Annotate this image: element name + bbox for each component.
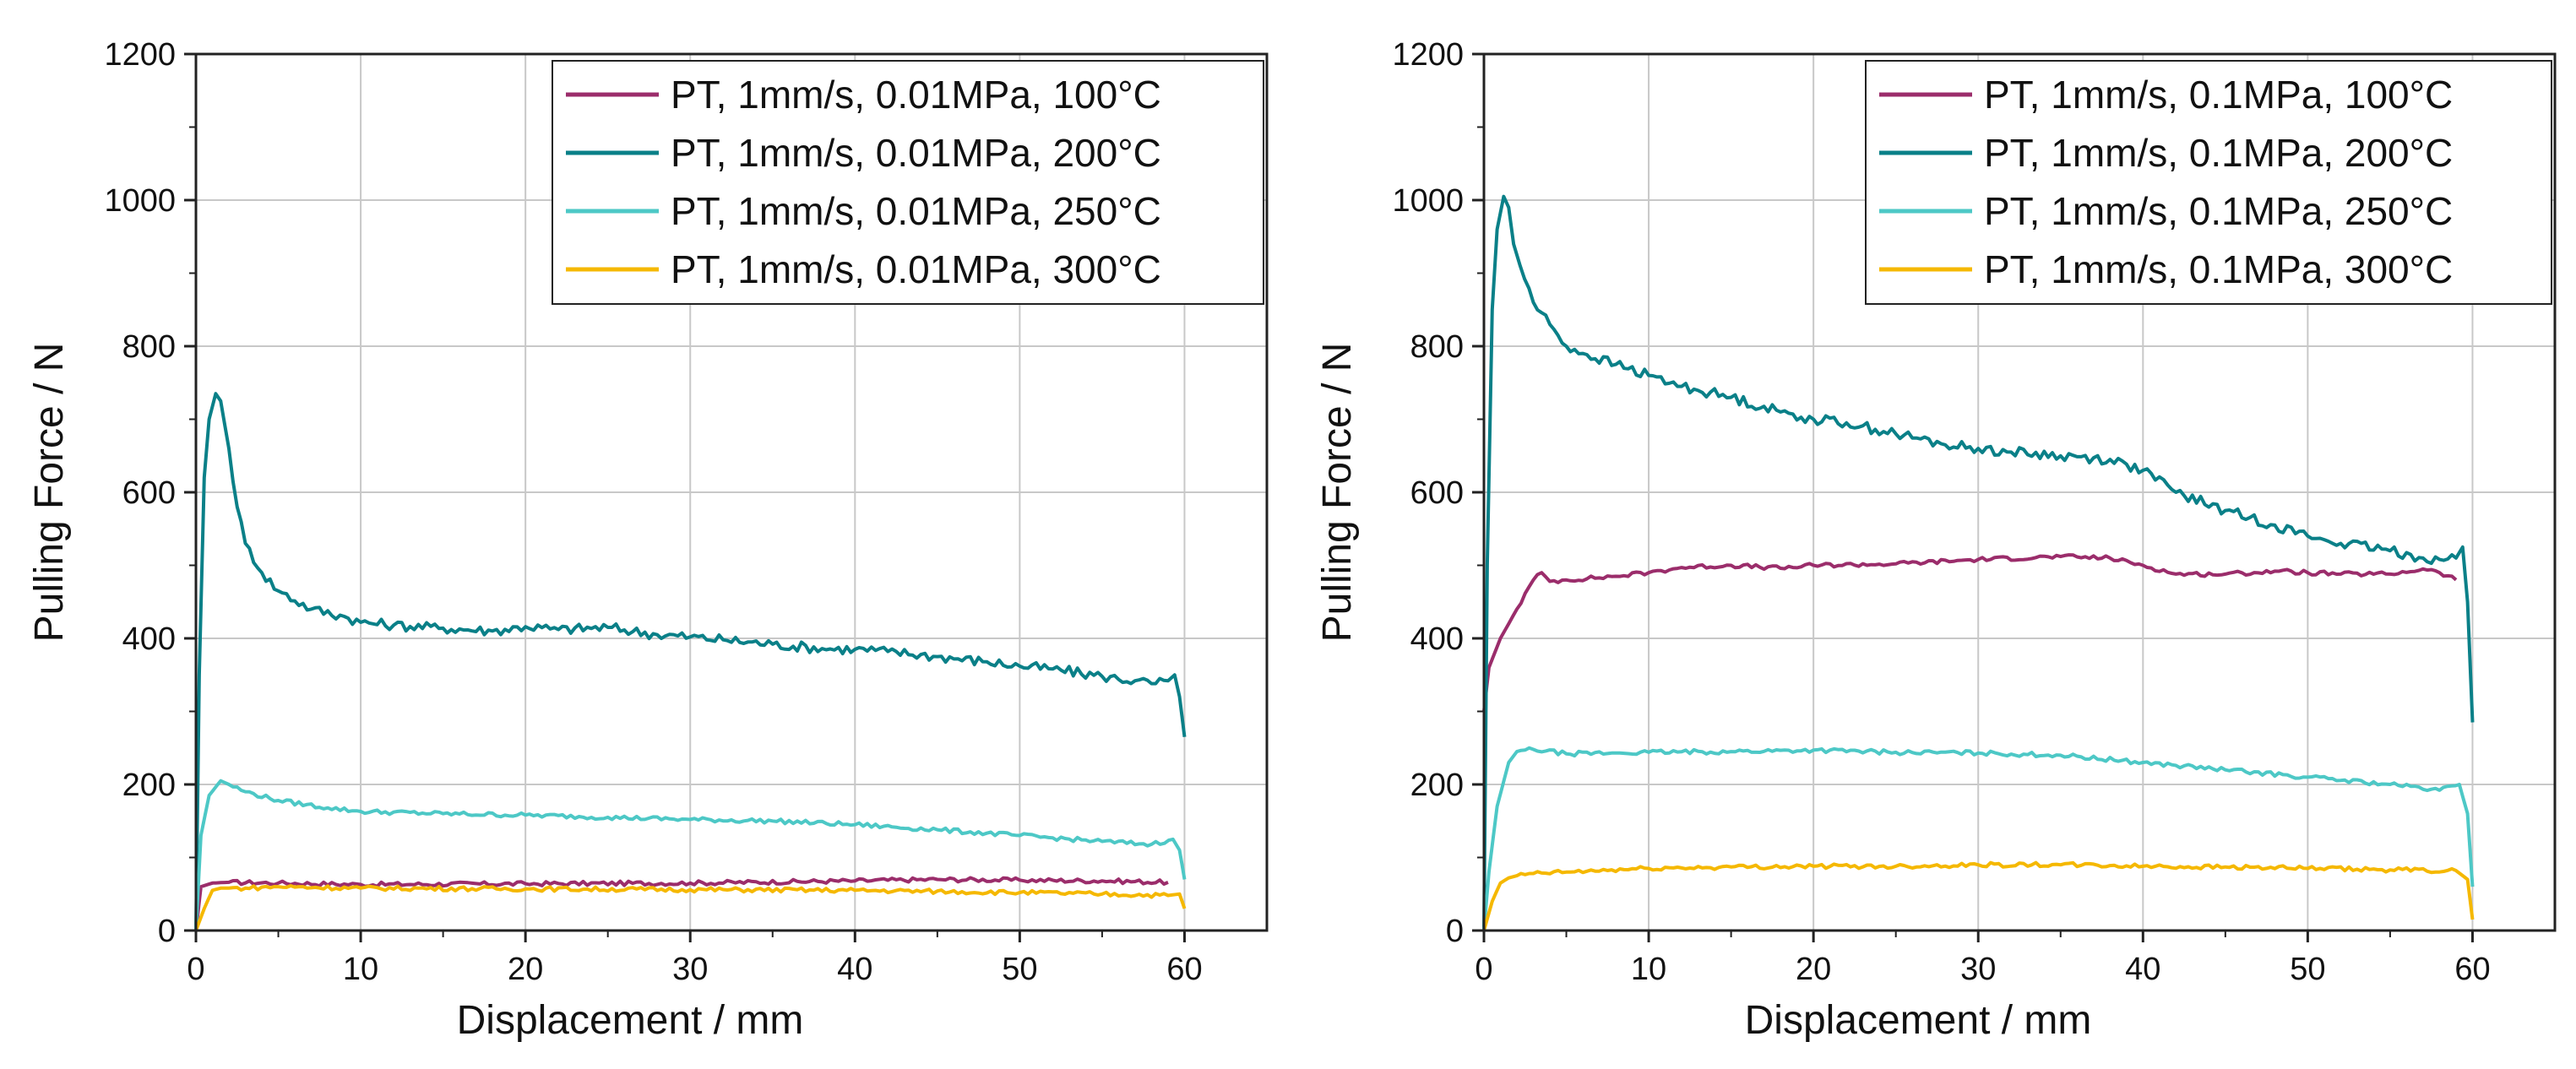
x-tick-label: 30 <box>1960 952 1996 987</box>
series-line-1 <box>1482 553 2458 712</box>
x-axis-title: Displacement / mm <box>457 998 804 1043</box>
x-tick-label: 40 <box>837 952 872 987</box>
y-tick-label: 200 <box>1410 768 1464 803</box>
series-line-3 <box>1482 746 2475 931</box>
series-line-3 <box>194 779 1187 931</box>
y-tick-label: 1000 <box>1392 183 1464 219</box>
legend-label: PT, 1mm/s, 0.1MPa, 200°C <box>1984 131 2453 175</box>
y-tick-label: 200 <box>122 768 176 803</box>
y-tick-label: 600 <box>1410 475 1464 511</box>
legend-label: PT, 1mm/s, 0.1MPa, 100°C <box>1984 73 2453 117</box>
y-tick-label: 800 <box>122 329 176 365</box>
x-tick-label: 60 <box>1166 952 1202 987</box>
legend-label: PT, 1mm/s, 0.01MPa, 100°C <box>671 73 1161 117</box>
y-tick-label: 1200 <box>1392 37 1464 73</box>
series-line-2 <box>194 392 1187 931</box>
series-line-4 <box>1482 860 2475 931</box>
x-tick-label: 20 <box>508 952 543 987</box>
series-line-1 <box>194 876 1169 931</box>
legend-box <box>552 60 1264 305</box>
y-axis-title: Pulling Force / N <box>1315 343 1360 643</box>
legend-label: PT, 1mm/s, 0.01MPa, 300°C <box>671 247 1161 291</box>
y-tick-label: 800 <box>1410 329 1464 365</box>
legend-label: PT, 1mm/s, 0.1MPa, 250°C <box>1984 189 2453 233</box>
series-line-2 <box>1482 194 2475 931</box>
legend-label: PT, 1mm/s, 0.01MPa, 250°C <box>671 189 1161 233</box>
legend-label: PT, 1mm/s, 0.01MPa, 200°C <box>671 131 1161 175</box>
x-tick-label: 10 <box>1631 952 1666 987</box>
y-tick-label: 600 <box>122 475 176 511</box>
chart-left-svg: 0 10 20 30 40 50 60020040060080010001200Displa… <box>27 37 1269 1043</box>
x-tick-label: 40 <box>2125 952 2160 987</box>
x-axis-title: Displacement / mm <box>1745 998 2092 1043</box>
y-tick-label: 1000 <box>104 183 176 219</box>
legend-label: PT, 1mm/s, 0.1MPa, 300°C <box>1984 247 2453 291</box>
x-tick-label: 50 <box>2290 952 2325 987</box>
y-tick-label: 0 <box>1446 914 1464 949</box>
x-tick-label: 0 <box>1475 952 1492 987</box>
x-tick-label: 10 <box>343 952 378 987</box>
legend: PT, 1mm/s, 0.1MPa, 100°C PT, 1mm/s, 0.1MP… <box>1865 60 2552 305</box>
y-tick-label: 0 <box>158 914 176 949</box>
y-axis-title: Pulling Force / N <box>27 343 72 643</box>
series-group <box>194 392 1187 931</box>
x-tick-label: 0 <box>187 952 204 987</box>
y-tick-label: 1200 <box>104 37 176 73</box>
series-line-4 <box>194 884 1187 931</box>
x-tick-label: 50 <box>1002 952 1037 987</box>
x-tick-label: 60 <box>2454 952 2490 987</box>
series-group <box>1482 194 2475 931</box>
y-tick-label: 400 <box>1410 621 1464 657</box>
x-tick-label: 20 <box>1796 952 1831 987</box>
legend-box <box>1865 60 2552 305</box>
x-tick-label: 30 <box>672 952 708 987</box>
chart-right-svg: 0 10 20 30 40 50 60020040060080010001200Displa… <box>1315 37 2557 1043</box>
chart-panel-right: 0 10 20 30 40 50 60 0 200 400 600 800 1000 1200 Displa… <box>1288 0 2576 1069</box>
y-tick-label: 400 <box>122 621 176 657</box>
chart-panel-left: 0 10 20 30 40 50 60 0 200 400 600 800 1000 1200 Displa… <box>27 37 1269 1043</box>
legend: PT, 1mm/s, 0.01MPa, 100°C PT, 1mm/s, 0.01… <box>552 60 1264 305</box>
